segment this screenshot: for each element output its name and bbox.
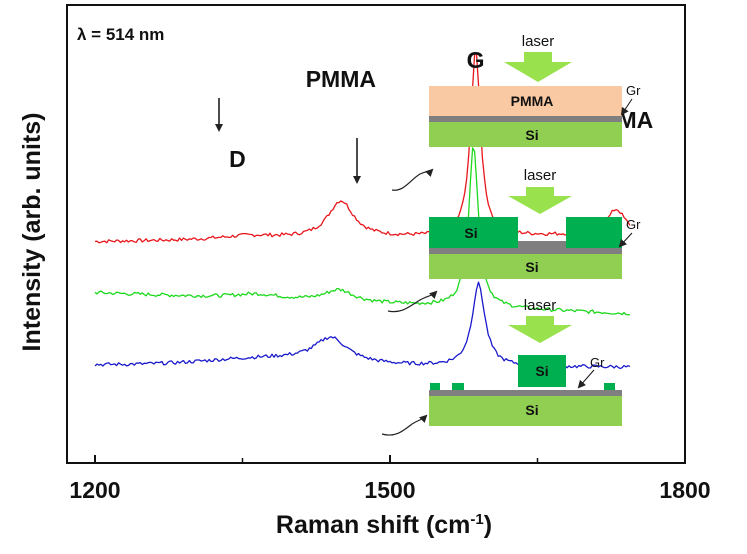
- si-substrate: [429, 396, 622, 426]
- series-line-2: [94, 147, 630, 316]
- si-substrate-label: Si: [525, 402, 538, 418]
- si-cover-label: Si: [535, 363, 548, 379]
- diagram-bottom: laser Si Si Gr: [429, 297, 622, 426]
- wavelength-annotation: λ = 514 nm: [77, 25, 164, 44]
- peak-label-g: G: [467, 47, 485, 73]
- si-cover-label: Si: [464, 225, 477, 241]
- diagram-middle: laser Si Si Gr: [429, 167, 641, 279]
- si-substrate: [429, 254, 622, 279]
- x-tick-label: 1200: [69, 477, 120, 503]
- graphene-label: Gr: [626, 83, 641, 98]
- y-axis-label: Intensity (arb. units): [18, 113, 46, 352]
- graphene-layer: [429, 248, 622, 254]
- plot-frame: [66, 4, 686, 464]
- laser-label: laser: [524, 167, 557, 184]
- pmma-layer-label: PMMA: [511, 93, 554, 109]
- leader-arrow-bottom: [381, 414, 428, 436]
- series-line-1: [94, 53, 631, 244]
- laser-arrow: [508, 187, 572, 214]
- laser-label: laser: [522, 33, 555, 50]
- peak-label-d: D: [229, 146, 246, 172]
- peak-label-pmma-1: PMMA: [306, 66, 376, 92]
- x-axis-label: Raman shift (cm-1): [276, 511, 492, 539]
- si-cover-left: [429, 217, 518, 248]
- graphene-label: Gr: [590, 355, 605, 370]
- si-fragment-left-2: [452, 383, 464, 390]
- laser-label: laser: [524, 297, 557, 314]
- si-fragment-right: [604, 383, 615, 390]
- x-axis: 12001500180021002400: [69, 455, 711, 503]
- laser-arrow: [508, 316, 572, 343]
- si-substrate-label: Si: [525, 127, 538, 143]
- si-substrate: [429, 122, 622, 147]
- si-substrate-label: Si: [525, 259, 538, 275]
- graphene-label: Gr: [626, 217, 641, 232]
- x-tick-label: 1800: [659, 477, 710, 503]
- pmma-layer: [429, 86, 622, 116]
- graphene-layer: [429, 390, 622, 396]
- graphene-pointer: [620, 98, 633, 116]
- diagram-top: laser PMMA Si Gr: [429, 33, 641, 147]
- graphene-pointer: [577, 369, 595, 389]
- si-cover-right: [566, 217, 622, 248]
- leader-arrow-middle: [387, 290, 438, 313]
- leader-arrow-top: [391, 168, 434, 191]
- graphene-pointer: [618, 232, 633, 248]
- graphene-suspended: [518, 241, 566, 248]
- graphene-layer: [429, 116, 622, 122]
- si-fragment-left-1: [430, 383, 440, 390]
- x-tick-label: 1500: [364, 477, 415, 503]
- laser-arrow: [504, 52, 572, 82]
- si-cover-piece: [518, 355, 566, 387]
